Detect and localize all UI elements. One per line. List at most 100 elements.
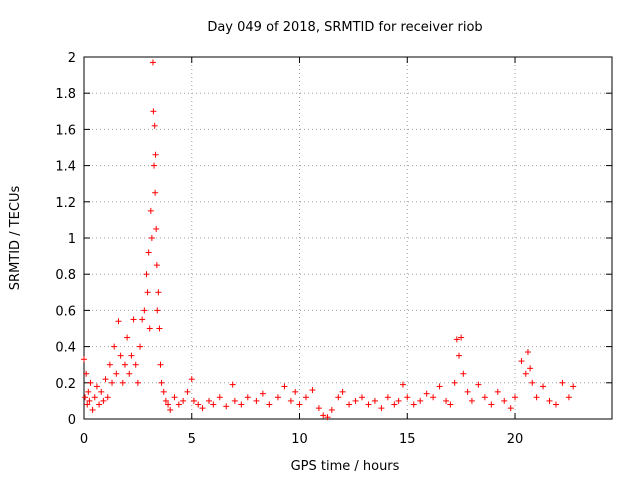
data-point	[518, 358, 525, 365]
data-point	[533, 394, 540, 401]
data-point	[85, 388, 92, 395]
data-point	[475, 381, 482, 388]
data-point	[153, 225, 160, 232]
data-point	[124, 334, 131, 341]
data-point	[501, 397, 508, 404]
data-point	[468, 397, 475, 404]
data-point	[359, 394, 366, 401]
data-points	[81, 59, 577, 421]
data-point	[455, 352, 462, 359]
data-point	[395, 397, 402, 404]
data-point	[281, 383, 288, 390]
x-axis-label: GPS time / hours	[291, 459, 400, 474]
data-point	[546, 397, 553, 404]
y-tick-label: 0	[68, 413, 76, 428]
data-point	[339, 388, 346, 395]
data-point	[436, 383, 443, 390]
data-point	[113, 370, 120, 377]
data-point	[102, 376, 109, 383]
x-tick-labels: 0 5 10 15 20	[80, 432, 523, 447]
data-point	[119, 379, 126, 386]
data-point	[137, 343, 144, 350]
data-point	[464, 388, 471, 395]
data-point	[93, 383, 100, 390]
data-point	[144, 289, 151, 296]
data-point	[481, 394, 488, 401]
data-point	[157, 361, 164, 368]
data-point	[91, 394, 98, 401]
data-point	[162, 397, 169, 404]
data-point	[134, 379, 141, 386]
data-point	[98, 388, 105, 395]
data-point	[188, 376, 195, 383]
data-point	[453, 336, 460, 343]
data-point	[223, 403, 230, 410]
data-point	[115, 318, 122, 325]
y-tick-label: 1.6	[55, 123, 76, 138]
data-point	[565, 394, 572, 401]
data-point	[86, 397, 93, 404]
data-point	[488, 401, 495, 408]
data-point	[210, 401, 217, 408]
chart-title: Day 049 of 2018, SRMTID for receiver rio…	[207, 20, 482, 35]
data-point	[302, 394, 309, 401]
data-point	[296, 401, 303, 408]
data-point	[139, 316, 146, 323]
data-point	[371, 397, 378, 404]
data-point	[522, 370, 529, 377]
data-point	[244, 394, 251, 401]
data-point	[128, 352, 135, 359]
data-point	[529, 379, 536, 386]
y-tick-labels: 0 0.2 0.4 0.6 0.8 1 1.2 1.4 1.6 1.8 2	[55, 51, 76, 428]
data-point	[320, 412, 327, 419]
data-point	[145, 249, 152, 256]
data-point	[494, 388, 501, 395]
data-point	[165, 401, 172, 408]
data-point	[238, 401, 245, 408]
gridlines	[84, 57, 612, 419]
data-point	[507, 405, 514, 412]
data-point	[540, 383, 547, 390]
y-tick-label: 1.2	[55, 196, 76, 211]
data-point	[352, 397, 359, 404]
data-point	[96, 401, 103, 408]
data-point	[149, 59, 156, 66]
y-tick-label: 1.4	[55, 160, 76, 175]
data-point	[324, 414, 331, 421]
data-point	[430, 394, 437, 401]
data-point	[152, 151, 159, 158]
data-point	[559, 379, 566, 386]
data-point	[87, 379, 94, 386]
x-tick-label: 5	[188, 432, 196, 447]
y-tick-label: 0.8	[55, 268, 76, 283]
data-point	[153, 262, 160, 269]
x-tick-label: 20	[507, 432, 524, 447]
data-point	[253, 397, 260, 404]
data-point	[292, 388, 299, 395]
data-point	[512, 394, 519, 401]
data-point	[158, 379, 165, 386]
data-point	[151, 122, 158, 129]
data-point	[447, 401, 454, 408]
data-point	[175, 401, 182, 408]
data-point	[89, 406, 96, 413]
y-tick-label: 0.2	[55, 377, 76, 392]
data-point	[104, 394, 111, 401]
y-tick-label: 2	[68, 51, 76, 66]
y-axis-label: SRMTID / TECUs	[8, 186, 23, 291]
data-point	[231, 397, 238, 404]
data-point	[315, 405, 322, 412]
data-point	[150, 108, 157, 115]
data-point	[82, 394, 89, 401]
data-point	[100, 397, 107, 404]
data-point	[195, 401, 202, 408]
data-point	[171, 394, 178, 401]
data-point	[391, 401, 398, 408]
data-point	[151, 162, 158, 169]
data-point	[399, 381, 406, 388]
x-tick-label: 15	[399, 432, 416, 447]
data-point	[160, 388, 167, 395]
data-point	[443, 397, 450, 404]
data-point	[132, 361, 139, 368]
